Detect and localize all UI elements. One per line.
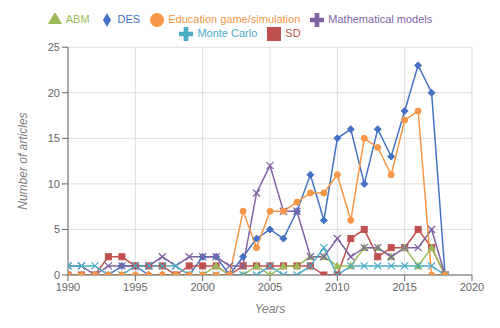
svg-text:5: 5 [54,223,60,235]
html-text:SD: SD [285,27,301,40]
html-text:Monte Carlo: Monte Carlo [197,27,258,40]
svg-text:0: 0 [54,269,60,281]
svg-text:1990: 1990 [56,281,80,293]
html-text:ABM: ABM [65,13,90,25]
svg-text:15: 15 [48,132,60,144]
svg-text:1995: 1995 [123,281,147,293]
svg-text:Years: Years [255,302,286,316]
svg-text:25: 25 [48,41,60,53]
html-text:Education game/simulation: Education game/simulation [168,13,301,25]
html-text:Mathematical models: Mathematical models [328,13,433,25]
html-text:DES: DES [117,13,141,25]
svg-text:2015: 2015 [392,281,416,293]
svg-text:Number of articles: Number of articles [16,112,30,209]
svg-text:2010: 2010 [325,281,349,293]
svg-text:2000: 2000 [190,281,214,293]
svg-text:2005: 2005 [258,281,282,293]
svg-text:20: 20 [48,87,60,99]
svg-text:2020: 2020 [460,281,484,293]
svg-text:10: 10 [48,178,60,190]
